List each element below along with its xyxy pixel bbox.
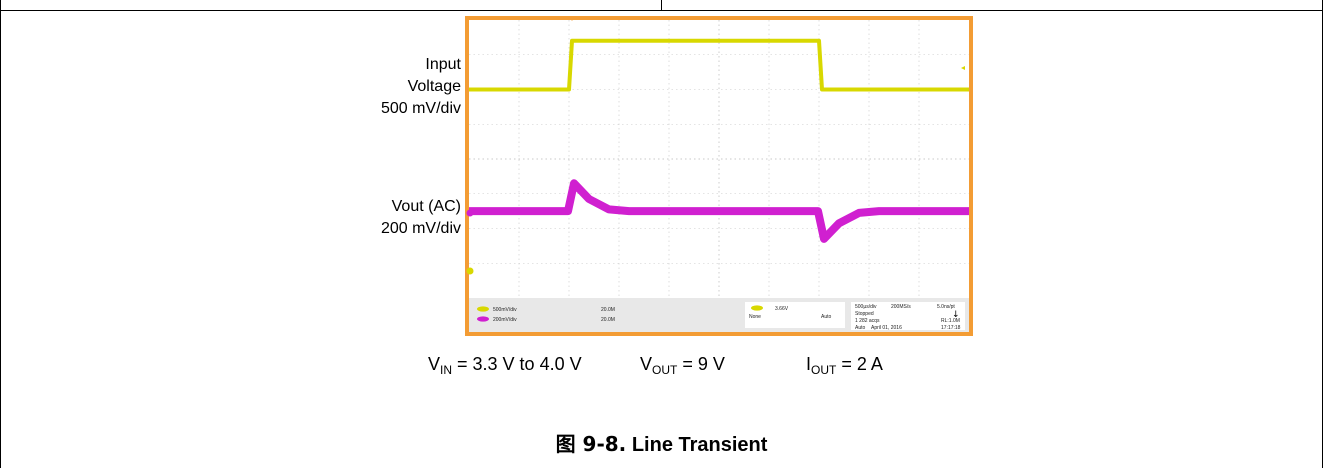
table-divider xyxy=(661,0,662,10)
acq-mode-text: Auto xyxy=(855,325,866,331)
ch1-label-line1: Input xyxy=(425,56,461,73)
oscilloscope-capture: 500mV/div 20.0M 200mV/div 20.0M 3.66V No… xyxy=(465,16,973,336)
figure-caption: 图 9-8. Line Transient xyxy=(0,428,1323,457)
input-voltage-label: Input Voltage 500 mV/div xyxy=(381,54,461,120)
record-length-text: RL:1.0M xyxy=(941,318,960,324)
trigger-level-marker xyxy=(961,66,965,70)
ch2-bw-text: 20.0M xyxy=(601,317,615,323)
iout-subscript: OUT xyxy=(811,363,837,377)
scope-traces xyxy=(469,38,969,243)
ch2-scale-text: 200mV/div xyxy=(493,317,517,323)
ch1-label-line3: 500 mV/div xyxy=(380,100,461,117)
trigger-box xyxy=(745,302,845,328)
ch1-badge-icon xyxy=(477,306,489,312)
input-voltage-trace xyxy=(469,38,969,92)
vin-value: = 3.3 V to 4.0 V xyxy=(452,354,582,374)
ch2-badge-icon xyxy=(477,316,489,322)
ch2-label-line2: 200 mV/div xyxy=(380,220,461,237)
trigger-mode-text: Auto xyxy=(821,314,832,320)
vout-subscript: OUT xyxy=(652,363,678,377)
acqs-text: 1 282 acqs xyxy=(855,318,880,324)
ch1-bw-text: 20.0M xyxy=(601,307,615,313)
vout-label: Vout (AC) 200 mV/div xyxy=(381,196,461,240)
date-text: April 01, 2016 xyxy=(871,325,902,331)
iout-condition: IOUT = 2 A xyxy=(806,352,883,382)
vout-value: = 9 V xyxy=(677,354,725,374)
trigger-position-marker xyxy=(569,16,575,21)
vout-symbol: V xyxy=(640,354,653,374)
sample-rate-text: 200MS/s xyxy=(891,304,911,310)
vin-condition: VIN = 3.3 V to 4.0 V xyxy=(428,352,618,382)
arrow-down-icon: ↓ xyxy=(952,310,960,320)
vout-condition: VOUT = 9 V xyxy=(640,352,725,382)
caption-title: Line Transient xyxy=(631,434,768,456)
caption-number: 图 9-8. xyxy=(555,432,627,456)
ch1-scale-text: 500mV/div xyxy=(493,307,517,313)
vin-subscript: IN xyxy=(440,363,453,377)
iout-symbol: I xyxy=(806,354,812,374)
ch1-label-line2: Voltage xyxy=(407,78,461,95)
trigger-level-text: 3.66V xyxy=(775,306,789,312)
trigger-none-text: None xyxy=(749,314,761,320)
vin-symbol: V xyxy=(428,354,441,374)
trigger-ch-badge-icon xyxy=(751,305,763,311)
ch2-label-line1: Vout (AC) xyxy=(391,198,461,215)
pt-rate-text: 5.0ns/pt xyxy=(937,304,955,310)
time-text: 17:17:18 xyxy=(941,325,961,331)
ch1-marker-icon xyxy=(466,267,474,275)
vout-trace xyxy=(469,179,969,243)
ch2-marker-icon xyxy=(466,209,474,217)
iout-value: = 2 A xyxy=(836,354,883,374)
timebase-text: 500µs/div xyxy=(855,304,877,310)
state-text: Stopped xyxy=(855,311,874,317)
acquisition-box xyxy=(851,302,965,330)
